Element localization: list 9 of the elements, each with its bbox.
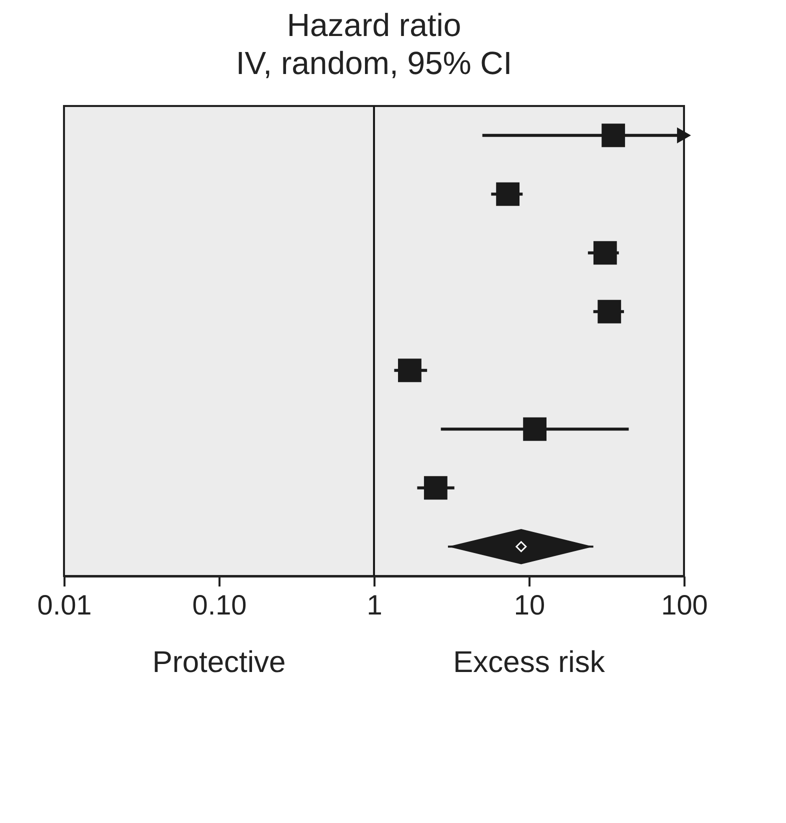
x-tick-label: 1	[366, 590, 382, 620]
text: Protective	[152, 646, 286, 679]
text: Excess risk	[453, 646, 606, 679]
chart-subtitle: IV, random, 95% CI	[236, 45, 512, 81]
chart-title: Hazard ratio	[286, 7, 462, 43]
x-tick-label: 0.10	[192, 590, 247, 620]
x-tick-label: 0.01	[37, 590, 92, 620]
x-tick-label: 10	[514, 590, 546, 620]
x-tick-label: 100	[661, 590, 708, 620]
